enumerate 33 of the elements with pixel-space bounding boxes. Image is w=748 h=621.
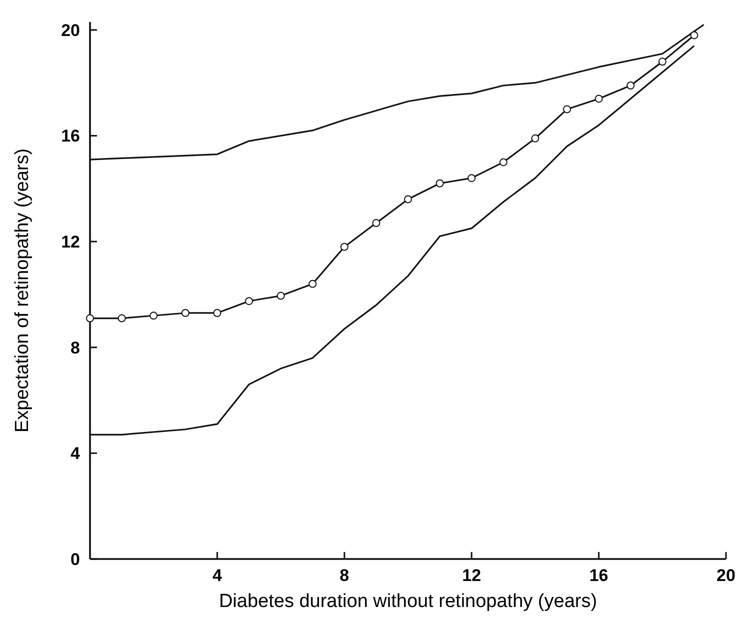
point <box>626 81 635 90</box>
point <box>308 280 317 288</box>
point <box>213 308 222 317</box>
point <box>245 297 253 306</box>
point <box>340 242 348 251</box>
point <box>404 195 412 204</box>
y-axis-title: Expectation of retinopathy (years) <box>12 148 33 433</box>
y-tick-label: 12 <box>61 232 80 252</box>
point <box>86 314 94 322</box>
point <box>468 174 476 182</box>
x-tick-label: 20 <box>716 566 736 585</box>
point <box>436 179 444 188</box>
point <box>594 94 603 103</box>
point <box>276 292 285 300</box>
point <box>690 31 698 40</box>
y-tick-label: 20 <box>61 20 80 40</box>
x-tick-label: 16 <box>589 566 608 585</box>
point <box>563 105 571 114</box>
point <box>499 158 508 166</box>
point <box>181 308 190 317</box>
point <box>118 314 126 322</box>
y-tick-label: 4 <box>70 444 81 464</box>
point <box>372 219 380 228</box>
x-tick-label: 12 <box>462 566 482 585</box>
point <box>658 58 666 66</box>
x-axis-title: Diabetes duration without retinopathy (years) <box>218 591 598 612</box>
y-tick-label: 16 <box>61 126 80 146</box>
point <box>150 312 158 320</box>
y-tick-label: 8 <box>70 338 80 358</box>
y-tick-label: 0 <box>70 550 80 569</box>
x-tick-label: 8 <box>340 566 350 585</box>
x-tick-label: 4 <box>212 566 222 585</box>
point <box>531 134 540 142</box>
